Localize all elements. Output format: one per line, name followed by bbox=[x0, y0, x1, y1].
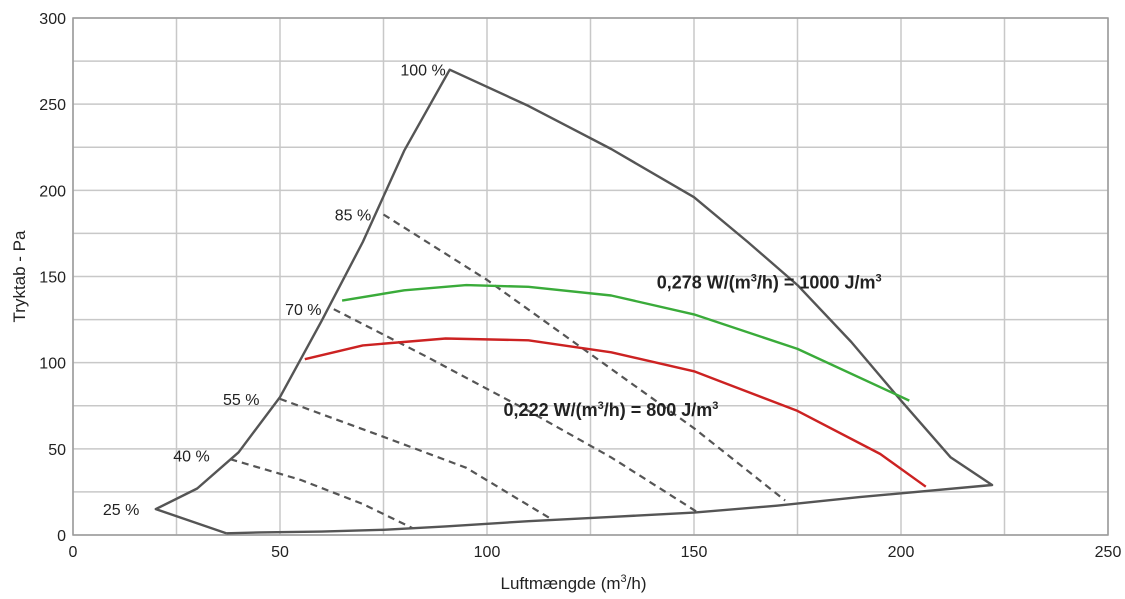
speed-percent-label: 85 % bbox=[335, 207, 371, 224]
speed-line-dashed bbox=[229, 458, 413, 530]
y-tick-label: 250 bbox=[39, 97, 66, 114]
x-tick-label: 100 bbox=[474, 544, 501, 561]
x-axis-title: Luftmængde (m3/h) bbox=[501, 573, 647, 593]
series-curve bbox=[341, 283, 910, 402]
series-curve bbox=[304, 337, 927, 488]
x-tick-label: 50 bbox=[271, 544, 289, 561]
speed-percent-label: 100 % bbox=[400, 63, 445, 80]
x-tick-label: 150 bbox=[681, 544, 708, 561]
y-tick-label: 0 bbox=[57, 528, 66, 545]
y-tick-label: 100 bbox=[39, 356, 66, 373]
speed-percent-label: 70 % bbox=[285, 302, 321, 319]
fan-envelope-curve bbox=[154, 68, 994, 535]
plot-frame bbox=[72, 17, 1109, 536]
energy-annotation: 0,222 W/(m3/h) = 800 J/m3 bbox=[504, 400, 719, 420]
y-axis-title: Tryktab - Pa bbox=[10, 230, 29, 322]
speed-line-dashed bbox=[279, 397, 550, 519]
speed-line-dashed bbox=[333, 308, 699, 514]
y-tick-label: 200 bbox=[39, 183, 66, 200]
x-tick-label: 0 bbox=[69, 544, 78, 561]
x-tick-label: 250 bbox=[1095, 544, 1122, 561]
energy-annotation: 0,278 W/(m3/h) = 1000 J/m3 bbox=[657, 273, 882, 293]
y-tick-label: 300 bbox=[39, 11, 66, 28]
speed-percent-label: 25 % bbox=[103, 502, 139, 519]
speed-percent-label: 40 % bbox=[173, 449, 209, 466]
speed-percent-label: 55 % bbox=[223, 392, 259, 409]
y-tick-label: 150 bbox=[39, 270, 66, 287]
x-tick-label: 200 bbox=[888, 544, 915, 561]
y-tick-label: 50 bbox=[48, 442, 66, 459]
speed-line-dashed bbox=[382, 213, 786, 502]
